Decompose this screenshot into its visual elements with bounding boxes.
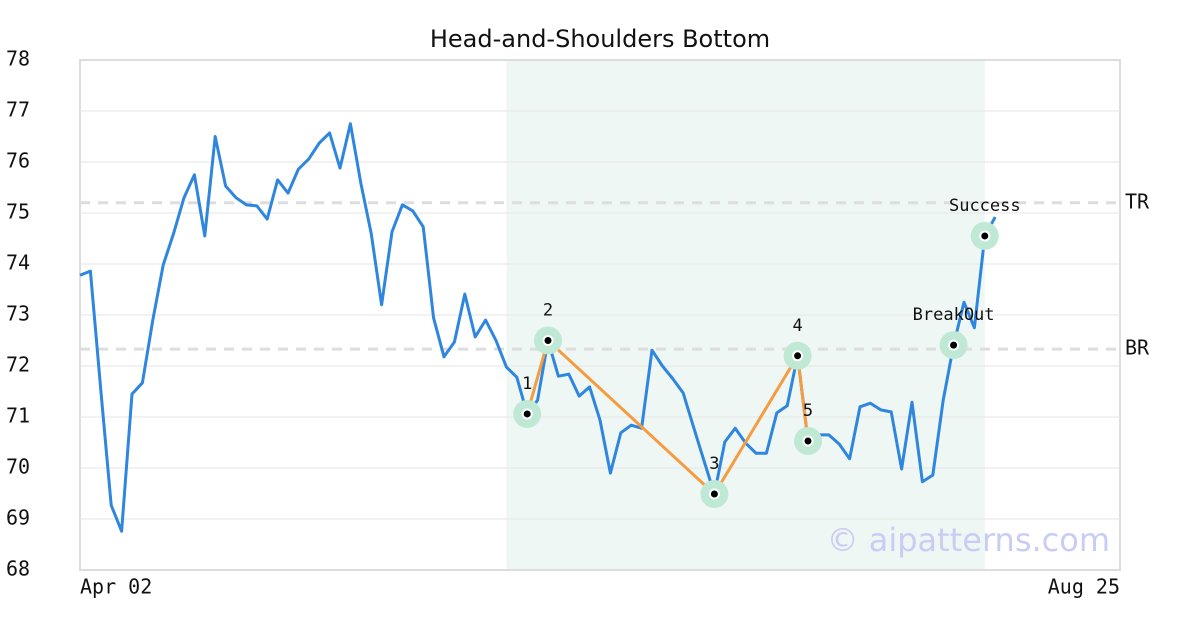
pattern-point (521, 408, 533, 420)
y-tick-label: 70 (6, 455, 30, 479)
pattern-label: 2 (543, 301, 553, 321)
pattern-label: 5 (803, 401, 813, 421)
y-tick-label: 74 (6, 251, 30, 275)
signal-label: BreakOut (913, 305, 995, 325)
x-tick-label: Aug 25 (1048, 575, 1120, 599)
y-tick-label: 71 (6, 404, 30, 428)
pattern-label: 3 (709, 454, 719, 474)
y-tick-label: 76 (6, 149, 30, 173)
signal-label: Success (949, 196, 1021, 216)
pattern-label: 1 (522, 374, 532, 394)
y-tick-label: 75 (6, 200, 30, 224)
plot-frame (79, 59, 1121, 571)
price-line (79, 122, 997, 533)
y-tick-label: 78 (6, 47, 30, 71)
signal-point (948, 339, 960, 351)
pattern-point (802, 435, 814, 447)
watermark: © aipatterns.com (827, 521, 1110, 559)
signal-point (979, 230, 991, 242)
y-tick-label: 72 (6, 353, 30, 377)
y-tick-label: 77 (6, 98, 30, 122)
pattern-label: 4 (792, 316, 802, 336)
pattern-point (792, 350, 804, 362)
y-tick-label: 73 (6, 302, 30, 326)
pattern-point (542, 335, 554, 346)
level-label: TR (1125, 189, 1150, 213)
chart-title: Head-and-Shoulders Bottom (430, 25, 770, 53)
level-label: BR (1125, 336, 1150, 360)
y-tick-label: 68 (6, 557, 30, 581)
x-tick-label: Apr 02 (80, 575, 152, 599)
y-tick-label: 69 (6, 506, 30, 530)
pattern-point (708, 488, 720, 500)
